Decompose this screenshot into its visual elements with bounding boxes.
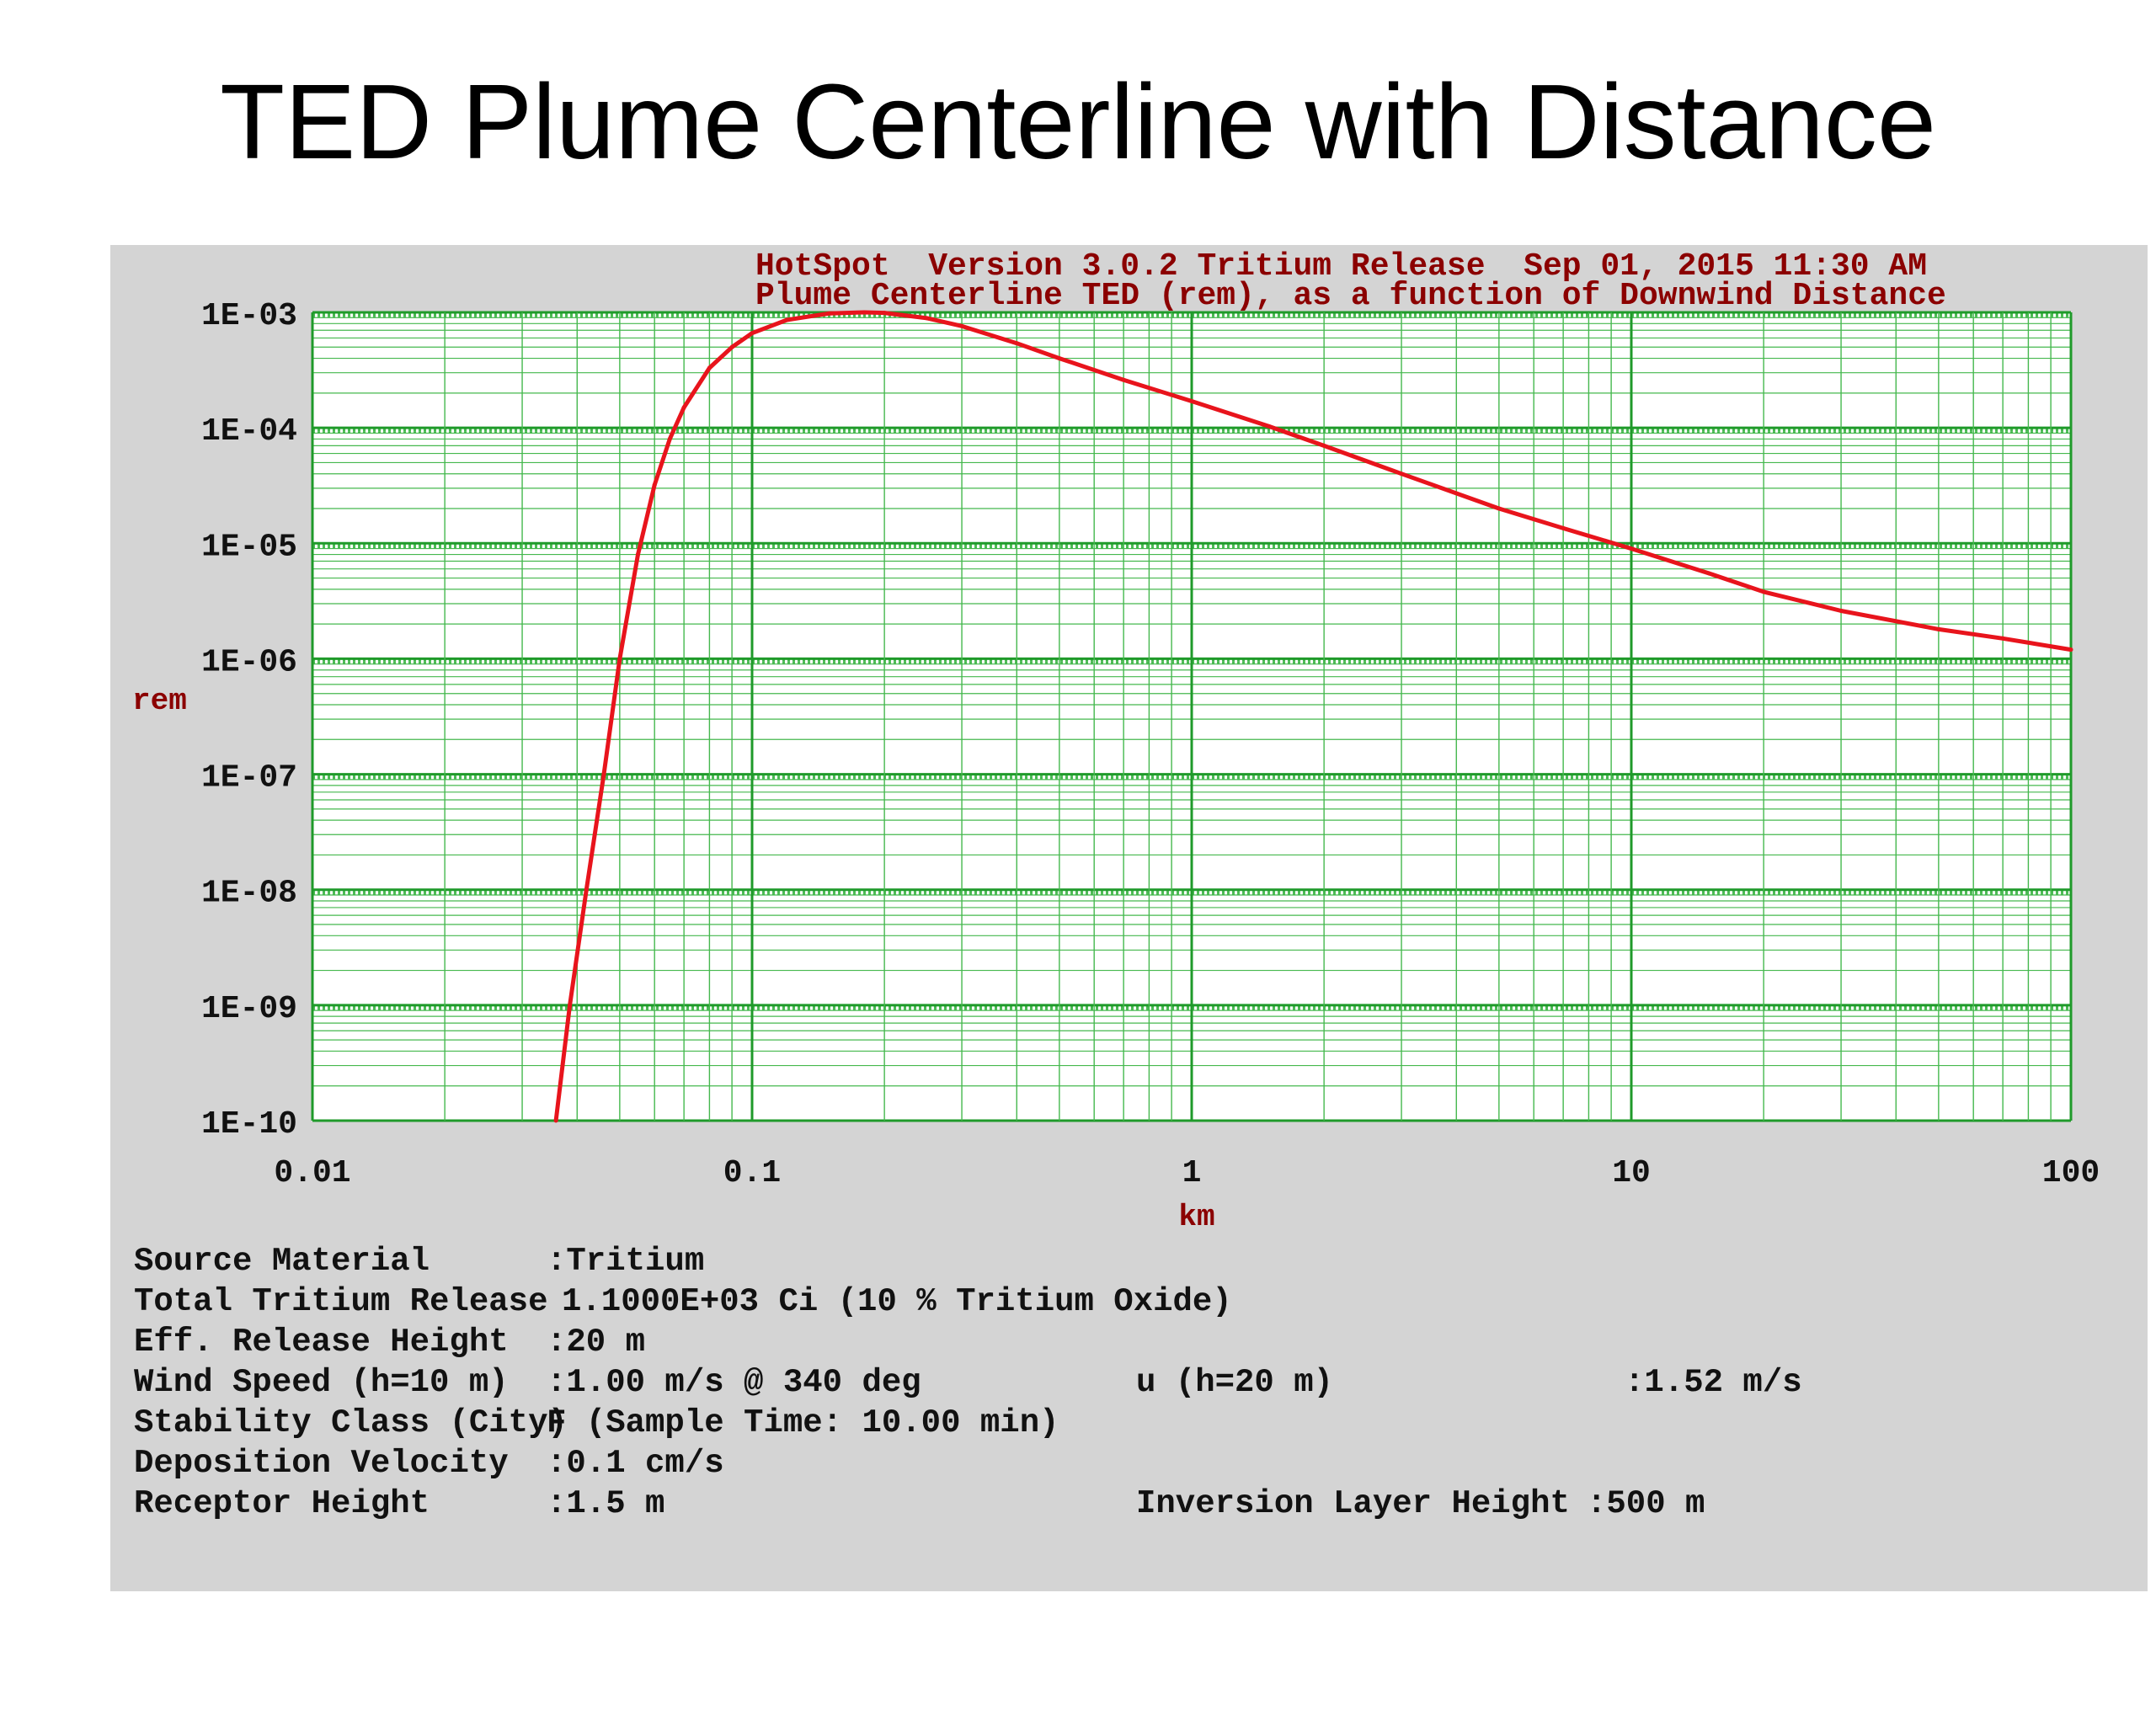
data-point bbox=[1561, 525, 1566, 530]
y-tick-label: 1E-07 bbox=[201, 760, 297, 796]
receptor-height-label: Receptor Height bbox=[134, 1485, 430, 1522]
info-row-deposition: Deposition Velocity :0.1 cm/s bbox=[134, 1443, 2138, 1484]
info-row-wind-speed: Wind Speed (h=10 m) :1.00 m/s @ 340 deg … bbox=[134, 1362, 2138, 1403]
data-point bbox=[1014, 341, 1019, 346]
wind-speed-value: :1.00 m/s @ 340 deg bbox=[547, 1364, 921, 1401]
data-point bbox=[729, 344, 734, 349]
deposition-label: Deposition Velocity bbox=[134, 1445, 509, 1482]
data-point bbox=[2000, 636, 2005, 641]
data-point bbox=[827, 311, 832, 316]
release-info: Source Material :Tritium Total Tritium R… bbox=[134, 1241, 2138, 1524]
data-point bbox=[882, 311, 887, 316]
data-point bbox=[681, 405, 686, 410]
data-point bbox=[862, 310, 867, 315]
inversion-height-label: Inversion Layer Height bbox=[1136, 1485, 1570, 1522]
x-tick-label: 10 bbox=[1612, 1155, 1651, 1191]
source-material-value: :Tritium bbox=[547, 1243, 705, 1280]
x-tick-label: 0.01 bbox=[274, 1155, 350, 1191]
data-point bbox=[784, 317, 789, 322]
x-tick-label: 0.1 bbox=[723, 1155, 781, 1191]
data-point bbox=[553, 1118, 558, 1123]
data-point bbox=[750, 331, 755, 336]
data-point bbox=[1629, 546, 1634, 551]
x-axis-label: km bbox=[1178, 1200, 1214, 1234]
series-line-ted bbox=[553, 310, 2072, 1121]
data-point bbox=[617, 656, 622, 661]
slide-title: TED Plume Centerline with Distance bbox=[220, 62, 1936, 181]
data-point bbox=[568, 1003, 573, 1008]
stability-label: Stability Class (City) bbox=[134, 1404, 568, 1441]
data-point bbox=[707, 365, 712, 370]
data-point bbox=[601, 772, 606, 777]
x-tick-label: 1 bbox=[1182, 1155, 1202, 1191]
data-point bbox=[1936, 626, 1941, 631]
grid bbox=[311, 311, 2073, 1122]
chart-header-line-2: Plume Centerline TED (rem), as a functio… bbox=[755, 278, 1946, 314]
data-point bbox=[1399, 471, 1404, 477]
total-release-value: 1.1000E+03 Ci (10 % Tritium Oxide) bbox=[562, 1283, 1232, 1320]
info-row-release-height: Eff. Release Height :20 m bbox=[134, 1322, 2138, 1362]
data-point bbox=[635, 552, 640, 557]
wind-speed-label: Wind Speed (h=10 m) bbox=[134, 1364, 509, 1401]
series-points bbox=[553, 310, 2073, 1123]
data-point bbox=[1189, 399, 1194, 404]
info-row-receptor-height: Receptor Height :1.5 m Inversion Layer H… bbox=[134, 1484, 2138, 1524]
release-height-value: :20 m bbox=[547, 1324, 646, 1361]
source-material-label: Source Material bbox=[134, 1243, 430, 1280]
data-point bbox=[667, 436, 672, 441]
y-tick-label: 1E-10 bbox=[201, 1106, 297, 1143]
total-release-label: Total Tritium Release bbox=[134, 1283, 548, 1320]
data-point bbox=[1057, 356, 1062, 361]
y-tick-labels: 1E-03 1E-04 1E-05 1E-06 1E-07 1E-08 1E-09 1E-10 bbox=[201, 298, 297, 1143]
data-point bbox=[1838, 609, 1844, 614]
deposition-value: :0.1 cm/s bbox=[547, 1445, 724, 1482]
data-point bbox=[584, 887, 589, 892]
data-point bbox=[1321, 443, 1326, 448]
receptor-height-value: :1.5 m bbox=[547, 1485, 665, 1522]
info-row-stability: Stability Class (City) F (Sample Time: 1… bbox=[134, 1403, 2138, 1443]
y-axis-label: rem bbox=[132, 684, 187, 718]
dose-chart: HotSpot Version 3.0.2 Tritium Release Se… bbox=[132, 248, 2100, 1234]
release-height-label: Eff. Release Height bbox=[134, 1324, 509, 1361]
info-row-source-material: Source Material :Tritium bbox=[134, 1241, 2138, 1281]
stability-value: F (Sample Time: 10.00 min) bbox=[547, 1404, 1059, 1441]
y-tick-label: 1E-06 bbox=[201, 644, 297, 680]
u-value: :1.52 m/s bbox=[1625, 1364, 1802, 1401]
y-tick-label: 1E-05 bbox=[201, 529, 297, 565]
data-point bbox=[652, 482, 657, 487]
chart-panel: HotSpot Version 3.0.2 Tritium Release Se… bbox=[110, 245, 2148, 1591]
x-tick-labels: 0.01 0.1 1 10 100 bbox=[274, 1155, 2100, 1191]
data-point bbox=[2068, 647, 2073, 653]
data-point bbox=[1761, 589, 1766, 594]
data-point bbox=[1121, 377, 1126, 382]
y-tick-label: 1E-03 bbox=[201, 298, 297, 334]
data-point bbox=[959, 323, 964, 328]
chart-header-line-1: HotSpot Version 3.0.2 Tritium Release Se… bbox=[755, 248, 1927, 285]
inversion-height-value: :500 m bbox=[1587, 1485, 1705, 1522]
data-point bbox=[1267, 424, 1272, 429]
x-tick-label: 100 bbox=[2042, 1155, 2100, 1191]
u-label: u (h=20 m) bbox=[1136, 1364, 1334, 1401]
data-point bbox=[1497, 506, 1502, 511]
y-tick-label: 1E-09 bbox=[201, 991, 297, 1027]
y-tick-label: 1E-04 bbox=[201, 413, 297, 450]
data-point bbox=[925, 316, 930, 321]
y-tick-label: 1E-08 bbox=[201, 876, 297, 912]
info-row-total-release: Total Tritium Release 1.1000E+03 Ci (10 … bbox=[134, 1281, 2138, 1322]
data-point bbox=[1706, 571, 1711, 576]
